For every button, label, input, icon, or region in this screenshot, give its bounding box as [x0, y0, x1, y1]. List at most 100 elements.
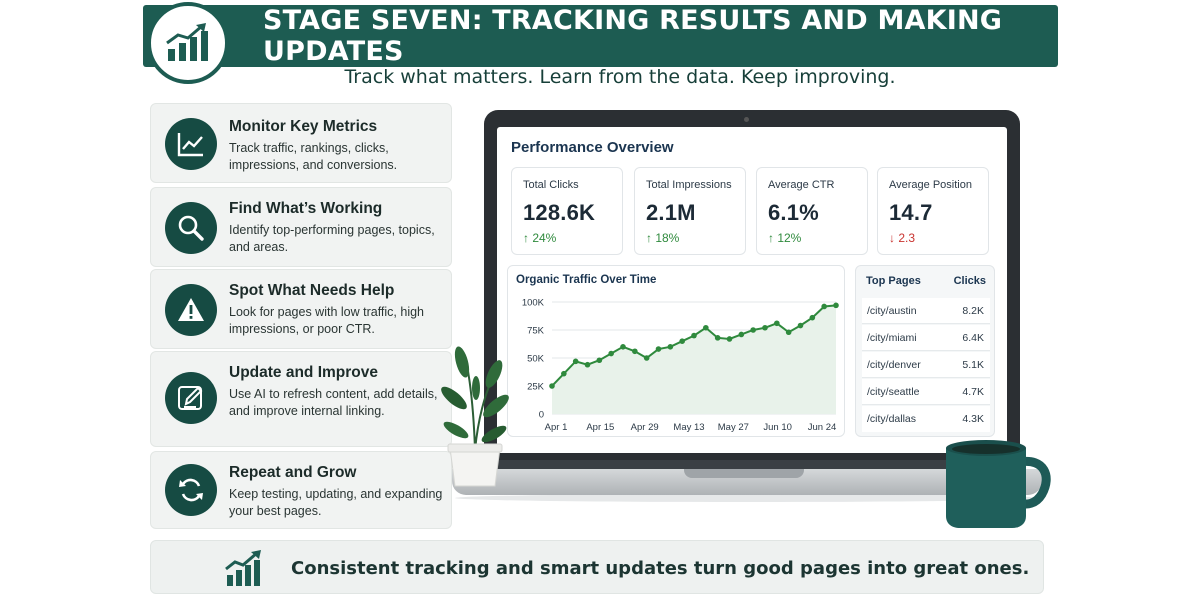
- kpi-label: Average Position: [889, 179, 972, 191]
- kpi-label: Total Clicks: [523, 179, 579, 191]
- kpi-change: ↑ 12%: [768, 231, 802, 245]
- title-banner: STAGE SEVEN: TRACKING RESULTS AND MAKING…: [143, 5, 1058, 67]
- data-point: [809, 314, 816, 321]
- column-header-clicks: Clicks: [953, 275, 986, 287]
- potted-plant-icon: [441, 346, 509, 487]
- x-tick-label: May 13: [673, 422, 704, 433]
- chart-title: Organic Traffic Over Time: [516, 274, 657, 286]
- y-tick-label: 50K: [527, 354, 545, 365]
- traffic-line-chart: 0 25K 50K 75K 100K Apr 1 Apr 15 Apr 29 May 13 May…: [522, 298, 839, 433]
- data-point: [655, 346, 662, 352]
- magnifier-icon: [165, 202, 217, 254]
- traffic-chart-card: 0 25K 50K 75K 100K Apr 1 Apr 15 Apr 29 May 13 May…: [507, 265, 845, 437]
- kpi-label: Total Impressions: [646, 179, 732, 191]
- page-path: /city/seattle: [867, 386, 920, 398]
- footer-text: Consistent tracking and smart updates tu…: [291, 557, 1030, 579]
- table-row[interactable]: /city/austin 8.2K: [862, 298, 990, 324]
- y-tick-label: 0: [539, 410, 544, 421]
- data-point: [608, 350, 614, 357]
- kpi-change: ↓ 2.3: [889, 231, 916, 245]
- growth-chart-logo: [147, 2, 229, 84]
- table-row[interactable]: /city/dallas 4.3K: [862, 406, 990, 432]
- table-row[interactable]: /city/miami 6.4K: [862, 325, 990, 351]
- step-description: Track traffic, rankings, clicks, impress…: [229, 141, 398, 172]
- column-header-pages: Top Pages: [866, 275, 921, 287]
- data-point: [667, 344, 674, 350]
- data-point: [750, 327, 756, 333]
- bar-growth-icon: [225, 550, 261, 586]
- step-card-find: Find What’s Working Identify top-perform…: [150, 187, 452, 267]
- data-point: [738, 331, 745, 338]
- step-card-repeat: Repeat and Grow Keep testing, updating, …: [150, 451, 452, 529]
- data-point: [620, 344, 626, 350]
- data-point: [632, 348, 638, 355]
- coffee-mug-icon: [946, 440, 1051, 528]
- data-point: [762, 324, 768, 331]
- data-point: [821, 303, 827, 310]
- data-point: [549, 383, 555, 389]
- data-point: [643, 355, 650, 361]
- refresh-icon: [165, 464, 217, 516]
- dashboard-screen: Performance Overview Total Clicks 128.6K…: [497, 127, 1007, 453]
- x-tick-label: Jun 10: [763, 422, 792, 433]
- step-title: Monitor Key Metrics: [229, 118, 378, 135]
- step-title: Spot What Needs Help: [229, 282, 395, 299]
- laptop-shadow: [455, 494, 1039, 502]
- kpi-card-position: Average Position 14.7 ↓ 2.3: [877, 167, 989, 255]
- step-description: Keep testing, updating, and expanding yo…: [229, 487, 443, 518]
- webcam-icon: [744, 117, 749, 122]
- step-title: Update and Improve: [229, 364, 378, 381]
- step-card-monitor: Monitor Key Metrics Track traffic, ranki…: [150, 103, 452, 183]
- data-point: [679, 338, 685, 344]
- x-tick-label: Apr 1: [545, 422, 568, 433]
- data-point: [584, 361, 591, 368]
- kpi-card-ctr: Average CTR 6.1% ↑ 12%: [756, 167, 868, 255]
- data-point: [726, 336, 733, 342]
- warning-icon: [165, 284, 217, 336]
- dashboard-title: Performance Overview: [511, 139, 674, 156]
- laptop-notch: [684, 469, 804, 478]
- area-fill: [552, 305, 836, 414]
- x-tick-label: May 27: [718, 422, 749, 433]
- kpi-value: 2.1M: [646, 200, 696, 225]
- step-description: Use AI to refresh content, add details, …: [229, 387, 438, 418]
- data-point: [714, 335, 721, 341]
- step-card-update: Update and Improve Use AI to refresh con…: [150, 351, 452, 447]
- kpi-card-impressions: Total Impressions 2.1M ↑ 18%: [634, 167, 746, 255]
- y-tick-label: 75K: [527, 326, 545, 337]
- page-clicks: 4.7K: [962, 386, 984, 398]
- laptop-hinge: [478, 460, 1026, 470]
- data-point: [703, 324, 709, 331]
- step-description: Identify top-performing pages, topics, a…: [229, 223, 435, 254]
- step-title: Find What’s Working: [229, 200, 383, 217]
- kpi-value: 128.6K: [523, 200, 596, 225]
- kpi-change: ↑ 24%: [523, 231, 557, 245]
- page-path: /city/denver: [867, 359, 921, 371]
- page-path: /city/dallas: [867, 413, 917, 425]
- step-description: Look for pages with low traffic, high im…: [229, 305, 425, 336]
- y-tick-label: 25K: [527, 382, 545, 393]
- page-clicks: 5.1K: [962, 359, 984, 371]
- data-point: [691, 332, 697, 339]
- page-clicks: 6.4K: [962, 332, 984, 344]
- kpi-change: ↑ 18%: [646, 231, 680, 245]
- page-subtitle: Track what matters. Learn from the data.…: [344, 66, 896, 88]
- x-tick-label: Jun 24: [808, 422, 837, 433]
- bar-growth-icon: [166, 23, 208, 61]
- kpi-card-clicks: Total Clicks 128.6K ↑ 24%: [511, 167, 623, 255]
- data-point: [833, 302, 839, 309]
- footer-banner: Consistent tracking and smart updates tu…: [150, 540, 1044, 594]
- data-point: [561, 370, 567, 377]
- data-point: [797, 322, 804, 329]
- kpi-value: 6.1%: [768, 200, 819, 225]
- page-path: /city/miami: [867, 332, 917, 344]
- table-row[interactable]: /city/seattle 4.7K: [862, 379, 990, 405]
- page-path: /city/austin: [867, 305, 917, 317]
- data-point: [774, 320, 780, 327]
- pencil-icon: [165, 372, 217, 424]
- x-tick-label: Apr 29: [631, 422, 659, 433]
- table-header: Top Pages Clicks: [856, 266, 996, 296]
- x-tick-label: Apr 15: [586, 422, 614, 433]
- step-card-spot: Spot What Needs Help Look for pages with…: [150, 269, 452, 349]
- table-row[interactable]: /city/denver 5.1K: [862, 352, 990, 378]
